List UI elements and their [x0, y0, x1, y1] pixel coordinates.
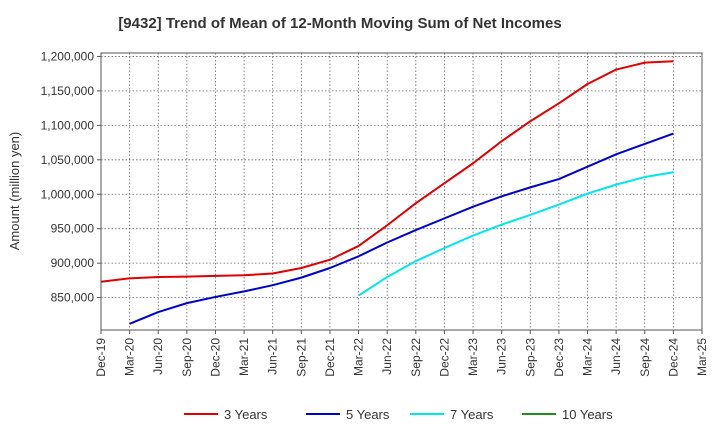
series-line-5-years: [129, 132, 674, 325]
x-tick-label: Dec-24: [666, 338, 680, 377]
y-tick-label: 1,000,000: [41, 187, 95, 201]
x-tick-label: Dec-20: [208, 338, 222, 377]
y-tick-label: 950,000: [51, 222, 95, 236]
series-line-3-years: [100, 60, 674, 283]
y-tick-label: 850,000: [51, 291, 95, 305]
grid-lines: [101, 53, 702, 330]
x-tick-label: Mar-24: [581, 338, 595, 376]
x-axis-ticks: Dec-19 Mar-20 Jun-20 Sep-20 Dec-20 Mar-21 Jun-…: [94, 330, 709, 377]
x-tick-label: Jun-20: [151, 338, 165, 375]
x-tick-label: Dec-23: [552, 338, 566, 377]
chart-title: [9432] Trend of Mean of 12-Month Moving …: [118, 15, 561, 32]
y-tick-label: 900,000: [51, 256, 95, 270]
series-lines: [100, 60, 674, 325]
plot-area: [100, 52, 703, 331]
y-tick-label: 1,050,000: [41, 153, 95, 167]
y-axis-label: Amount (million yen): [7, 132, 22, 251]
x-tick-label: Sep-22: [409, 338, 423, 377]
x-tick-label: Jun-23: [495, 338, 509, 375]
x-tick-label: Mar-23: [466, 338, 480, 376]
legend: 3 Years 5 Years 7 Years 10 Years: [184, 407, 613, 422]
x-tick-label: Jun-22: [380, 338, 394, 375]
x-tick-label: Sep-24: [638, 338, 652, 377]
x-tick-label: Jun-24: [609, 338, 623, 375]
x-tick-label: Dec-19: [94, 338, 108, 377]
y-tick-label: 1,200,000: [41, 49, 95, 63]
x-tick-label: Mar-20: [123, 338, 137, 376]
x-tick-label: Mar-25: [695, 338, 709, 376]
x-tick-label: Dec-21: [323, 338, 337, 377]
y-tick-label: 1,100,000: [41, 118, 95, 132]
x-tick-label: Jun-21: [266, 338, 280, 375]
x-tick-label: Mar-21: [237, 338, 251, 376]
legend-label: 7 Years: [450, 407, 494, 422]
legend-label: 5 Years: [346, 407, 390, 422]
y-tick-label: 1,150,000: [41, 84, 95, 98]
x-tick-label: Sep-21: [294, 338, 308, 377]
legend-label: 10 Years: [562, 407, 613, 422]
x-tick-label: Sep-20: [180, 338, 194, 377]
x-tick-label: Sep-23: [523, 338, 537, 377]
x-tick-label: Mar-22: [352, 338, 366, 376]
series-line-7-years: [358, 171, 674, 297]
x-tick-label: Dec-22: [437, 338, 451, 377]
legend-label: 3 Years: [224, 407, 268, 422]
y-axis-ticks: 850,000 900,000 950,000 1,000,000 1,050,000 1…: [41, 49, 101, 305]
